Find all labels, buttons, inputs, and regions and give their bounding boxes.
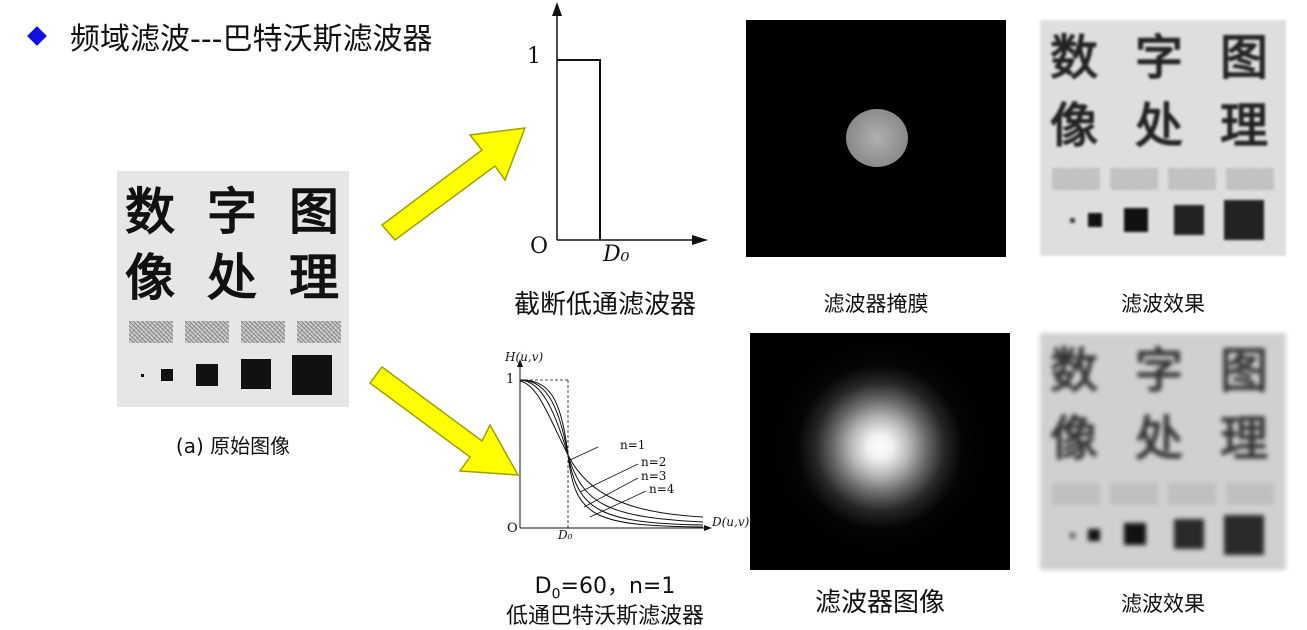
- butter-ytick-label: 1: [506, 372, 515, 387]
- diamond-bullet-icon: [27, 26, 47, 46]
- butter-yaxis-label: H(u,v): [505, 350, 544, 364]
- square-2: [1088, 529, 1100, 541]
- square-5: [292, 355, 332, 395]
- result-top-image: 数 字 图 像 处 理: [1040, 20, 1286, 256]
- butter-caption-rest: =60，n=1: [560, 574, 676, 599]
- page-title: 频域滤波---巴特沃斯滤波器: [70, 22, 433, 57]
- result-top-char-4: 像: [1050, 98, 1099, 154]
- noise-patch: [241, 321, 285, 343]
- result-bottom-caption: 滤波效果: [1121, 592, 1205, 616]
- butter-caption-sub: 0: [551, 586, 561, 603]
- filter-image-caption: 滤波器图像: [814, 588, 945, 618]
- square-3: [1124, 523, 1146, 545]
- square-4: [1174, 205, 1204, 235]
- butter-caption-prefix: D: [534, 574, 552, 599]
- square-4: [1174, 519, 1204, 549]
- ideal-filter-plot: [552, 2, 708, 245]
- noise-patch: [1110, 483, 1158, 505]
- result-bottom-char-2: 字: [1135, 343, 1184, 399]
- result-top-char-3: 图: [1220, 30, 1269, 86]
- result-bottom-char-5: 处: [1135, 411, 1184, 467]
- original-char-5: 处: [207, 249, 257, 307]
- noise-patch: [1052, 483, 1100, 505]
- butter-caption-line2: 低通巴特沃斯滤波器: [505, 604, 704, 629]
- result-bottom-char-1: 数: [1050, 343, 1099, 399]
- square-1: [1070, 218, 1075, 223]
- filter-image: [750, 333, 1010, 570]
- square-3: [196, 364, 218, 386]
- filter-mask-image: [746, 20, 1006, 257]
- title-row: 频域滤波---巴特沃斯滤波器: [27, 14, 433, 58]
- result-bottom-char-3: 图: [1220, 343, 1269, 399]
- noise-patch: [1110, 168, 1158, 190]
- square-1: [141, 374, 144, 377]
- result-top-caption: 滤波效果: [1121, 292, 1205, 316]
- result-bottom-image: 数 字 图 像 处 理: [1040, 333, 1286, 570]
- curve-label-n4: n=4: [649, 482, 675, 496]
- butter-origin-label: O: [507, 521, 518, 536]
- noise-patch: [297, 321, 341, 343]
- square-5: [1224, 515, 1264, 555]
- square-3: [1124, 208, 1148, 232]
- curve-label-n3: n=3: [641, 469, 667, 483]
- original-image: 数 字 图 像 处 理: [117, 171, 349, 407]
- ideal-ytick-label: 1: [527, 44, 541, 69]
- ideal-cutoff-label: D₀: [603, 242, 630, 267]
- square-1: [1070, 533, 1075, 538]
- result-bottom-char-4: 像: [1050, 411, 1099, 467]
- curve-label-n1: n=1: [620, 438, 646, 452]
- butter-xaxis-label: D(u,v): [712, 515, 750, 529]
- result-bottom-char-6: 理: [1220, 411, 1269, 467]
- mask-disk: [846, 109, 908, 167]
- butter-caption-line1: D0=60，n=1: [480, 568, 730, 602]
- square-2: [161, 369, 173, 381]
- original-char-2: 字: [207, 183, 257, 241]
- square-4: [241, 359, 271, 389]
- noise-patch: [1052, 168, 1100, 190]
- square-2: [1088, 213, 1102, 227]
- original-char-4: 像: [125, 249, 175, 307]
- original-caption: (a) 原始图像: [175, 434, 291, 458]
- original-char-6: 理: [289, 249, 339, 307]
- result-top-char-6: 理: [1220, 98, 1269, 154]
- butter-cutoff-label: D₀: [558, 528, 573, 542]
- arrow-up-icon: [380, 127, 527, 242]
- noise-patch: [1226, 483, 1274, 505]
- noise-patch: [1226, 168, 1274, 190]
- noise-patch: [129, 321, 173, 343]
- noise-patch: [185, 321, 229, 343]
- arrow-down-icon: [368, 365, 520, 476]
- original-char-1: 数: [125, 183, 175, 241]
- result-top-char-2: 字: [1135, 30, 1184, 86]
- ideal-origin-label: O: [530, 234, 549, 259]
- noise-patch: [1168, 168, 1216, 190]
- noise-patch: [1168, 483, 1216, 505]
- butterworth-plot: [517, 359, 712, 531]
- ideal-caption: 截断低通滤波器: [513, 290, 696, 320]
- mask-caption: 滤波器掩膜: [823, 292, 929, 316]
- result-top-char-5: 处: [1135, 98, 1184, 154]
- result-top-char-1: 数: [1050, 30, 1099, 86]
- square-5: [1224, 200, 1264, 240]
- original-char-3: 图: [289, 183, 339, 241]
- curve-label-n2: n=2: [641, 455, 667, 469]
